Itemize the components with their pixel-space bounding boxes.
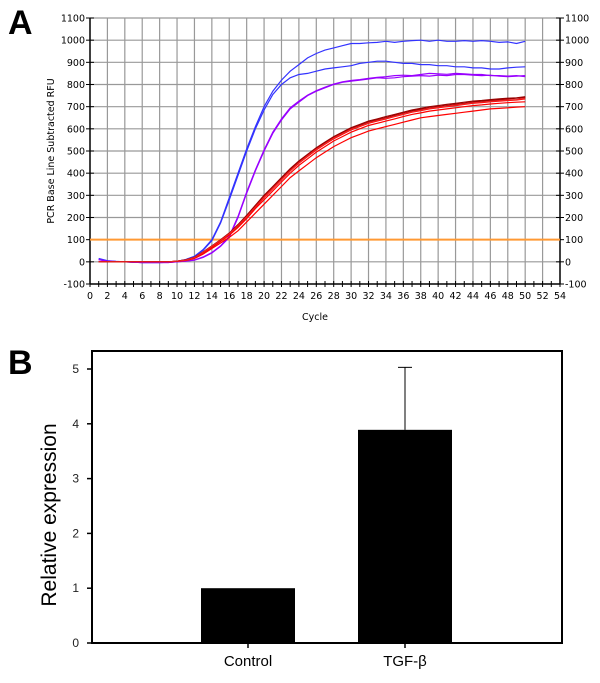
y-tick-label-right: 0 — [565, 257, 571, 268]
x-tick-label: 0 — [87, 291, 93, 302]
x-tick-label: 20 — [258, 291, 270, 302]
y-tick-label-right: 100 — [565, 235, 583, 246]
x-tick-label: 18 — [241, 291, 253, 302]
tick-labels: 0 1 2 3 4 5 — [72, 362, 79, 650]
y-tick-label: 1 — [72, 581, 79, 595]
x-tick-label: 24 — [293, 291, 305, 302]
x-tick-label: 10 — [171, 291, 183, 302]
category-label: TGF-β — [383, 653, 427, 670]
y-axis-label: Relative expression — [38, 423, 61, 606]
x-tick-label: 4 — [122, 291, 128, 302]
x-tick-label: 54 — [554, 291, 566, 302]
x-tick-label: 32 — [362, 291, 374, 302]
x-tick-label: 28 — [328, 291, 340, 302]
panel-label-b: B — [8, 344, 33, 382]
category-label: Control — [224, 653, 272, 670]
y-tick-label: 700 — [67, 102, 85, 113]
y-tick-label: 900 — [67, 58, 85, 69]
x-tick-label: 14 — [206, 291, 218, 302]
y-tick-label: 600 — [67, 124, 85, 135]
y-tick-label: 1100 — [61, 14, 85, 25]
y-tick-label: -100 — [63, 280, 85, 291]
y-tick-label-right: -100 — [565, 280, 587, 291]
y-tick-label: 400 — [67, 169, 85, 180]
y-tick-label: 100 — [67, 235, 85, 246]
y-tick-label-right: 500 — [565, 147, 583, 158]
x-tick-label: 44 — [467, 291, 479, 302]
bars — [201, 366, 452, 643]
x-axis-label: Cycle — [302, 312, 328, 323]
bar-0 — [201, 588, 295, 643]
plot-frame — [87, 350, 563, 648]
y-tick-label: 4 — [72, 417, 79, 431]
x-tick-label: 50 — [519, 291, 531, 302]
category-labels: Control TGF-β — [224, 653, 427, 670]
x-tick-label: 42 — [450, 291, 462, 302]
y-tick-label: 5 — [72, 362, 79, 376]
y-tick-label-right: 600 — [565, 124, 583, 135]
x-tick-label: 38 — [415, 291, 427, 302]
x-tick-label: 48 — [502, 291, 514, 302]
x-tick-label: 46 — [484, 291, 496, 302]
y-tick-label-right: 1100 — [565, 14, 589, 25]
x-tick-label: 16 — [223, 291, 235, 302]
y-tick-label: 0 — [72, 636, 79, 650]
x-tick-label: 34 — [380, 291, 392, 302]
y-tick-label-right: 800 — [565, 80, 583, 91]
y-tick-label: 500 — [67, 147, 85, 158]
y-tick-label-right: 1000 — [565, 36, 589, 47]
curve-red-4 — [98, 97, 526, 263]
x-tick-label: 52 — [537, 291, 549, 302]
y-tick-label: 800 — [67, 80, 85, 91]
x-tick-label: 8 — [157, 291, 163, 302]
y-tick-label: 300 — [67, 191, 85, 202]
y-tick-label: 200 — [67, 213, 85, 224]
amplification-curves — [98, 39, 526, 264]
x-tick-label: 36 — [397, 291, 409, 302]
x-tick-label: 6 — [139, 291, 145, 302]
y-tick-label: 1000 — [61, 36, 85, 47]
x-tick-label: 22 — [275, 291, 287, 302]
bar-1 — [358, 429, 452, 643]
x-tick-label: 26 — [310, 291, 322, 302]
x-tick-label: 12 — [188, 291, 200, 302]
y-tick-label: 3 — [72, 472, 79, 486]
y-tick-label-right: 200 — [565, 213, 583, 224]
y-tick-label: 0 — [79, 257, 85, 268]
y-tick-label-right: 400 — [565, 169, 583, 180]
y-tick-label-right: 900 — [565, 58, 583, 69]
y-tick-label: 2 — [72, 526, 79, 540]
x-tick-label: 40 — [432, 291, 444, 302]
y-axis-label: PCR Base Line Subtracted RFU — [46, 78, 57, 223]
plot-border — [91, 350, 563, 644]
curve-purple-2 — [98, 72, 526, 264]
x-tick-label: 2 — [104, 291, 110, 302]
y-tick-label-right: 300 — [565, 191, 583, 202]
panel-label-a: A — [8, 4, 33, 42]
x-tick-label: 30 — [345, 291, 357, 302]
y-tick-label-right: 700 — [565, 102, 583, 113]
